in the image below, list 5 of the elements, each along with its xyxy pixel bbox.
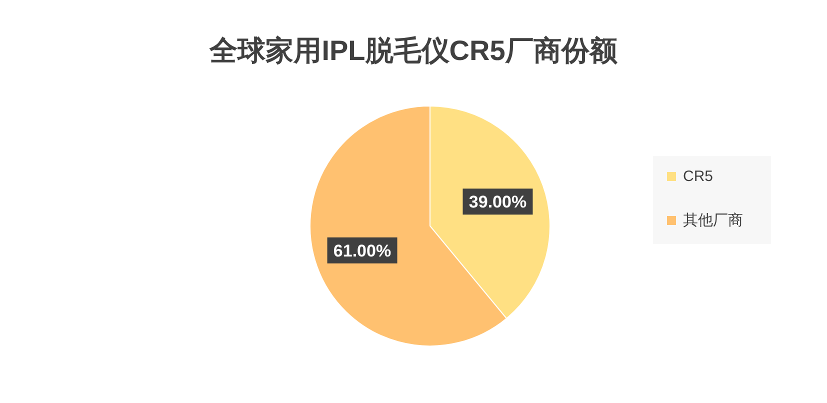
data-label: 61.00% [333, 241, 392, 260]
chart-title: 全球家用IPL脱毛仪CR5厂商份额 [208, 35, 618, 66]
legend-label: CR5 [683, 168, 714, 185]
data-label: 39.00% [468, 192, 527, 212]
legend-label: 其他厂商 [683, 212, 743, 229]
